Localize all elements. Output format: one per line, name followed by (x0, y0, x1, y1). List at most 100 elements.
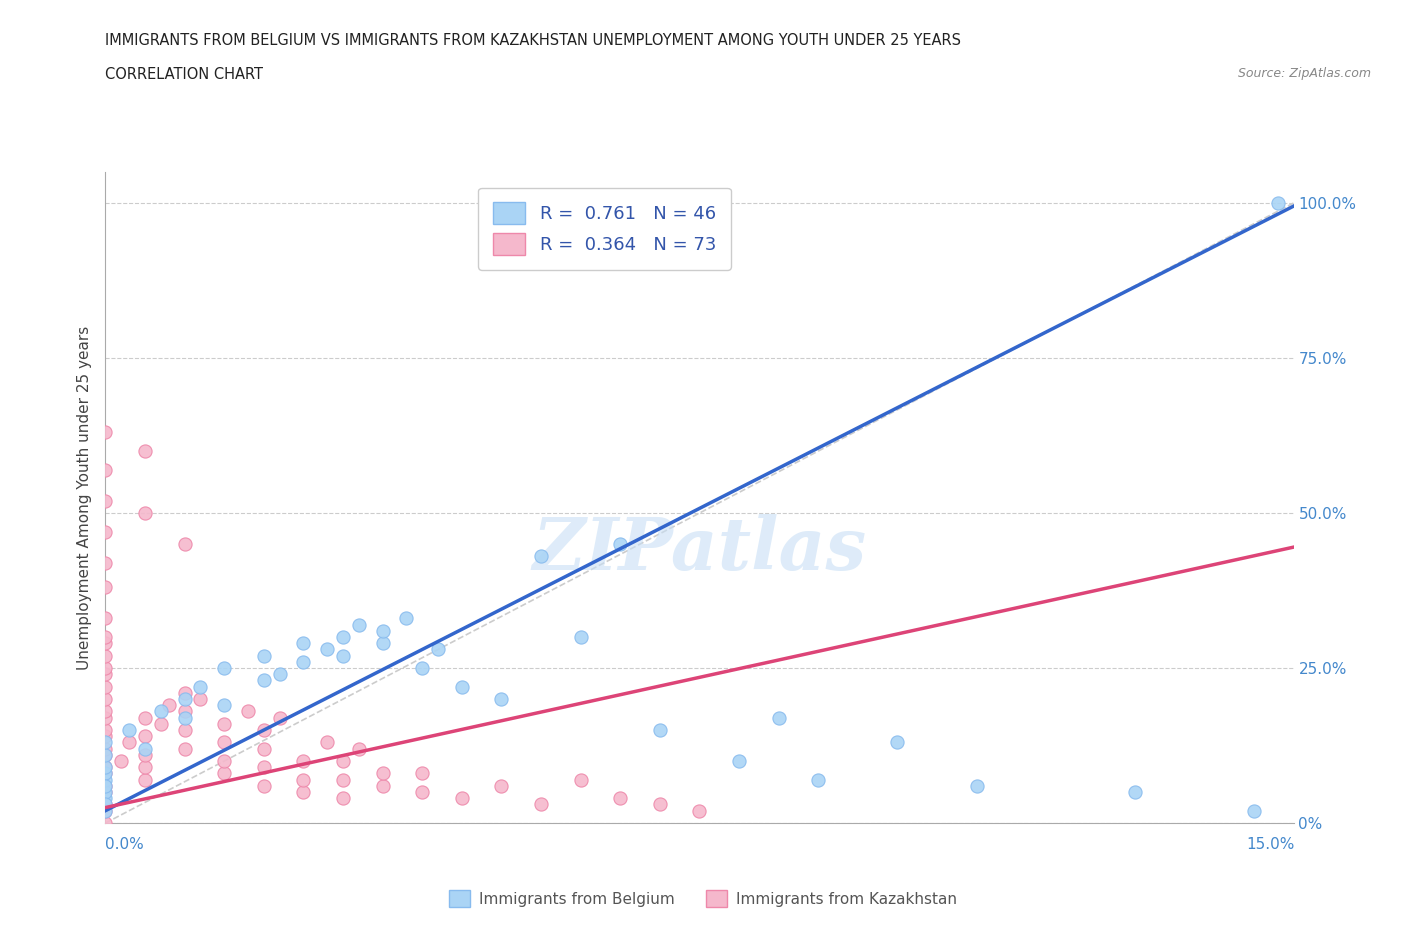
Text: 0.0%: 0.0% (105, 837, 145, 852)
Point (94, 766, 117, 781)
Point (94, 735, 117, 750)
Point (1123, 785, 1146, 800)
Point (94, 760, 117, 775)
Point (134, 741, 156, 756)
Point (94, 778, 117, 793)
Point (411, 785, 433, 800)
Point (569, 630, 592, 644)
Point (609, 537, 631, 551)
Point (94, 804, 117, 818)
Point (173, 723, 195, 737)
Point (134, 711, 156, 725)
Point (94, 785, 117, 800)
Point (316, 735, 339, 750)
Point (371, 778, 394, 793)
Point (110, 753, 132, 768)
Point (94, 741, 117, 756)
Point (347, 618, 370, 632)
Point (173, 711, 195, 725)
Point (94, 778, 117, 793)
Point (292, 772, 315, 787)
Point (173, 741, 195, 756)
Point (94, 760, 117, 775)
Y-axis label: Unemployment Among Youth under 25 years: Unemployment Among Youth under 25 years (76, 326, 91, 670)
Point (886, 735, 908, 750)
Point (491, 692, 513, 707)
Point (118, 723, 141, 737)
Point (173, 685, 195, 700)
Text: CORRELATION CHART: CORRELATION CHART (105, 67, 263, 82)
Point (371, 636, 394, 651)
Point (94, 679, 117, 694)
Point (569, 772, 592, 787)
Point (269, 711, 291, 725)
Text: 15.0%: 15.0% (1247, 837, 1295, 852)
Legend: R =  0.761   N = 46, R =  0.364   N = 73: R = 0.761 N = 46, R = 0.364 N = 73 (478, 188, 731, 270)
Point (94, 692, 117, 707)
Point (94, 729, 117, 744)
Point (94, 711, 117, 725)
Point (94, 748, 117, 763)
Point (411, 660, 433, 675)
Point (530, 797, 553, 812)
Point (134, 748, 156, 763)
Point (94, 462, 117, 477)
Point (1243, 804, 1265, 818)
Point (94, 636, 117, 651)
Point (94, 797, 117, 812)
Point (94, 525, 117, 539)
Point (648, 723, 671, 737)
Point (332, 648, 354, 663)
Point (253, 648, 276, 663)
Point (94, 580, 117, 595)
Point (332, 772, 354, 787)
Point (530, 549, 553, 564)
Point (689, 804, 711, 818)
Point (94, 611, 117, 626)
Text: ZIPatlas: ZIPatlas (533, 514, 866, 585)
Point (94, 766, 117, 781)
Text: IMMIGRANTS FROM BELGIUM VS IMMIGRANTS FROM KAZAKHSTAN UNEMPLOYMENT AMONG YOUTH U: IMMIGRANTS FROM BELGIUM VS IMMIGRANTS FR… (105, 33, 962, 47)
Point (94, 660, 117, 675)
Point (134, 444, 156, 458)
Point (94, 723, 117, 737)
Point (118, 735, 141, 750)
Point (94, 797, 117, 812)
Point (214, 698, 236, 712)
Point (371, 623, 394, 638)
Point (134, 506, 156, 521)
Point (94, 785, 117, 800)
Point (253, 673, 276, 688)
Point (149, 716, 172, 731)
Point (332, 630, 354, 644)
Point (173, 704, 195, 719)
Point (94, 748, 117, 763)
Point (214, 735, 236, 750)
Point (253, 741, 276, 756)
Point (214, 753, 236, 768)
Point (173, 692, 195, 707)
Point (94, 790, 117, 805)
Point (94, 425, 117, 440)
Point (94, 704, 117, 719)
Point (134, 729, 156, 744)
Point (190, 679, 212, 694)
Point (316, 642, 339, 657)
Point (395, 611, 418, 626)
Point (173, 537, 195, 551)
Point (157, 698, 180, 712)
Point (94, 772, 117, 787)
Point (214, 766, 236, 781)
Point (190, 692, 212, 707)
Point (332, 790, 354, 805)
Point (966, 778, 988, 793)
Point (768, 711, 790, 725)
Point (648, 797, 671, 812)
Point (149, 704, 172, 719)
Point (94, 816, 117, 830)
Point (347, 741, 370, 756)
Point (253, 760, 276, 775)
Point (427, 642, 450, 657)
Point (1267, 195, 1289, 210)
Point (94, 648, 117, 663)
